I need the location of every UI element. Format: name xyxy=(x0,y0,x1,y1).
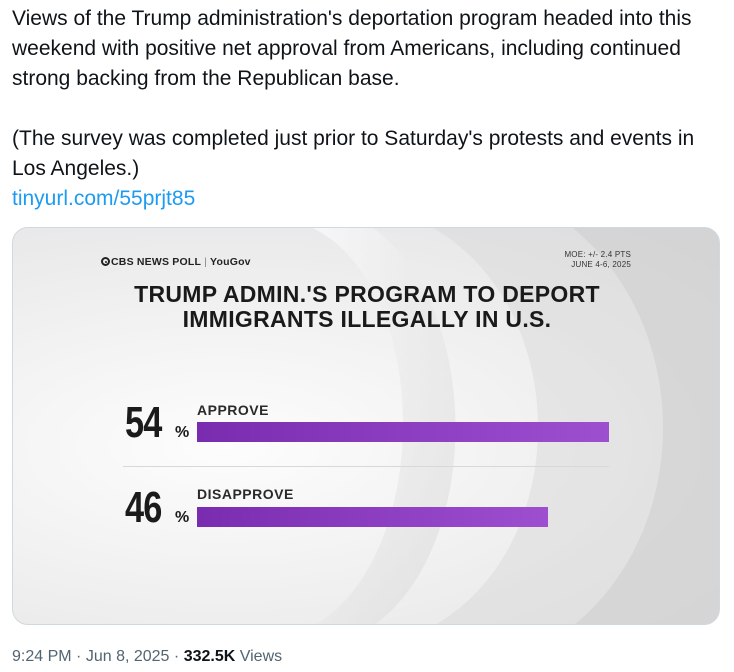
tweet-meta: 9:24 PM · Jun 8, 2025 · 332.5K Views xyxy=(12,648,282,666)
value-label-approve: 54 xyxy=(125,398,162,447)
brand-partner: YouGov xyxy=(210,256,251,268)
media-image[interactable]: CBS NEWS POLL | YouGov MOE: +/- 2.4 PTS JU… xyxy=(12,227,720,625)
category-label-approve: APPROVE xyxy=(197,402,269,418)
category-label-disapprove: DISAPPROVE xyxy=(197,486,294,502)
poll-brand: CBS NEWS POLL | YouGov xyxy=(101,256,251,268)
value-label-disapprove: 46 xyxy=(125,483,162,532)
views-count: 332.5K xyxy=(183,648,236,665)
chart-title-line: IMMIGRANTS ILLEGALLY IN U.S. xyxy=(182,306,552,332)
tweet-paragraph: (The survey was completed just prior to … xyxy=(12,127,695,180)
chart-title-line: TRUMP ADMIN.'S PROGRAM TO DEPORT xyxy=(134,281,600,307)
separator-dot: · xyxy=(173,648,180,665)
brand-cbs: CBS NEWS POLL xyxy=(111,256,202,268)
tweet-date[interactable]: Jun 8, 2025 xyxy=(85,648,170,665)
tweet-time[interactable]: 9:24 PM xyxy=(12,648,72,665)
percent-sign: % xyxy=(175,424,190,441)
moe-date: JUNE 4-6, 2025 xyxy=(571,260,631,269)
row-divider xyxy=(123,466,609,467)
chart-title: TRUMP ADMIN.'S PROGRAM TO DEPORT IMMIGRA… xyxy=(13,281,719,332)
tweet-text: Views of the Trump administration's depo… xyxy=(12,4,712,214)
separator-dot: · xyxy=(76,648,82,665)
bar-approve xyxy=(197,422,609,442)
margin-of-error: MOE: +/- 2.4 PTS JUNE 4-6, 2025 xyxy=(564,250,631,270)
views-label: Views xyxy=(239,648,283,665)
tweet-paragraph: Views of the Trump administration's depo… xyxy=(12,7,692,90)
percent-sign: % xyxy=(175,509,190,526)
tweet-link[interactable]: tinyurl.com/55prjt85 xyxy=(12,187,196,210)
cbs-eye-icon xyxy=(101,257,110,266)
moe-line: MOE: +/- 2.4 PTS xyxy=(564,250,631,259)
bar-disapprove xyxy=(197,507,548,527)
